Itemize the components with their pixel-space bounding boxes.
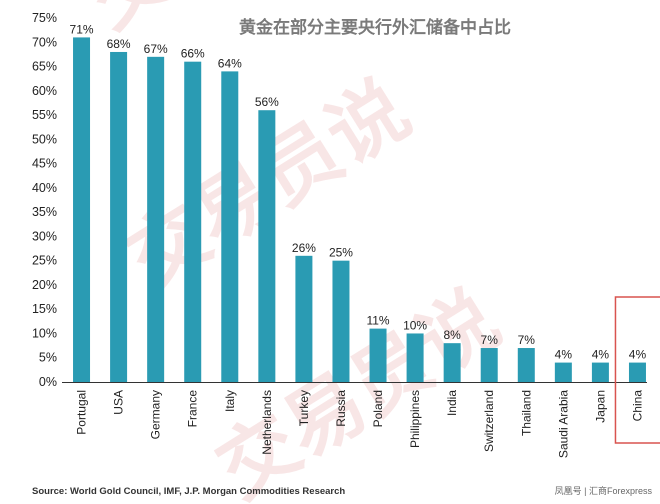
data-label: 4% xyxy=(592,348,610,362)
credit-text: 凤凰号 | 汇商Forexpress xyxy=(555,485,653,496)
bar xyxy=(73,37,91,383)
data-label: 64% xyxy=(218,56,242,70)
bar xyxy=(221,71,239,383)
y-tick-label: 15% xyxy=(32,302,57,316)
data-label: 11% xyxy=(366,314,389,328)
x-tick-label: Netherlands xyxy=(260,390,274,455)
data-label: 7% xyxy=(481,333,499,347)
x-tick-label: China xyxy=(630,390,644,422)
source-note: Source: World Gold Council, IMF, J.P. Mo… xyxy=(32,486,345,497)
x-tick-label: Germany xyxy=(149,390,163,439)
y-tick-label: 65% xyxy=(32,60,57,74)
y-tick-label: 20% xyxy=(32,278,57,292)
x-tick-label: USA xyxy=(112,390,126,415)
data-label: 68% xyxy=(107,37,131,51)
data-label: 7% xyxy=(518,333,536,347)
y-tick-label: 70% xyxy=(32,35,57,49)
x-tick-label: France xyxy=(186,390,200,428)
bar xyxy=(628,362,646,382)
bar xyxy=(443,343,461,382)
bar xyxy=(184,61,202,383)
data-label: 56% xyxy=(255,95,279,109)
y-tick-label: 25% xyxy=(32,254,57,268)
watermark-text: 交易员说 xyxy=(202,274,514,504)
y-tick-label: 60% xyxy=(32,84,57,98)
y-tick-label: 5% xyxy=(39,351,57,365)
bar xyxy=(591,362,609,382)
y-tick-label: 50% xyxy=(32,132,57,146)
x-tick-label: Thailand xyxy=(519,390,533,436)
bar xyxy=(147,56,165,383)
x-tick-label: Italy xyxy=(223,390,237,412)
y-tick-label: 75% xyxy=(32,11,57,25)
x-tick-label: India xyxy=(445,390,459,416)
y-tick-label: 30% xyxy=(32,229,57,243)
data-label: 8% xyxy=(443,328,461,342)
data-label: 4% xyxy=(629,348,647,362)
data-label: 26% xyxy=(292,241,316,255)
data-label: 10% xyxy=(403,318,427,332)
y-tick-label: 0% xyxy=(39,375,57,389)
bar xyxy=(517,348,535,382)
highlight-box xyxy=(614,296,660,444)
bar xyxy=(258,110,276,383)
y-tick-label: 45% xyxy=(32,157,57,171)
y-tick-label: 55% xyxy=(32,108,57,122)
bar xyxy=(295,255,313,382)
x-tick-label: Japan xyxy=(593,390,607,423)
y-tick-label: 40% xyxy=(32,181,57,195)
bar xyxy=(480,348,498,382)
bar xyxy=(554,362,572,382)
x-tick-label: Philippines xyxy=(408,390,422,448)
bar xyxy=(406,333,424,382)
x-tick-label: Poland xyxy=(371,390,385,427)
x-tick-label: Turkey xyxy=(297,390,311,426)
y-tick-label: 10% xyxy=(32,326,57,340)
data-label: 4% xyxy=(555,348,573,362)
data-label: 25% xyxy=(329,246,353,260)
x-tick-label: Portugal xyxy=(75,390,89,435)
x-tick-label: Saudi Arabia xyxy=(556,390,570,458)
data-label: 66% xyxy=(181,47,205,61)
data-label: 67% xyxy=(144,42,168,56)
y-tick-label: 35% xyxy=(32,205,57,219)
bar xyxy=(369,328,387,382)
bar xyxy=(332,260,350,382)
data-label: 71% xyxy=(70,22,94,36)
x-tick-label: Russia xyxy=(334,390,348,427)
chart-title: 黄金在部分主要央行外汇储备中占比 xyxy=(239,17,511,38)
bar xyxy=(110,51,128,383)
bars: 71% Portugal 68% USA 67% Germany 66% France 64% I… xyxy=(70,22,647,458)
x-tick-label: Switzerland xyxy=(482,390,496,452)
y-axis: 0% 5% 10% 15% 20% 25% 30% 35% 40% 45% 50% 55% 60% 65%… xyxy=(32,11,57,389)
